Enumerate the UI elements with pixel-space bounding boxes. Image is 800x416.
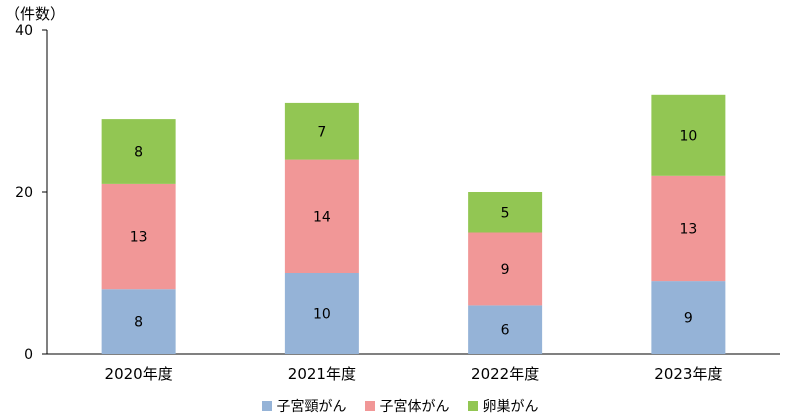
bar-segment	[284, 102, 359, 160]
bar-segment	[101, 183, 176, 290]
data-label: 14	[313, 209, 331, 225]
bar-segment	[651, 175, 726, 282]
legend-label-ovarian: 卵巣がん	[482, 399, 539, 415]
y-axis-label: （件数）	[5, 5, 66, 23]
data-label: 6	[501, 323, 510, 339]
legend-swatch-ovarian	[467, 401, 478, 411]
data-label: 13	[679, 221, 697, 237]
legend-label-uterine-body: 子宮体がん	[379, 399, 450, 415]
legend-swatch-cervical	[261, 401, 272, 411]
x-category-label: 2023年度	[654, 365, 722, 383]
data-label: 10	[679, 128, 697, 144]
x-category-label: 2021年度	[288, 365, 356, 383]
data-label: 10	[313, 307, 331, 323]
y-tick-label: 40	[15, 23, 33, 39]
legend: 子宮頸がん 子宮体がん 卵巣がん	[0, 396, 800, 416]
data-label: 5	[501, 205, 510, 221]
data-label: 9	[501, 262, 510, 278]
bar-segment	[284, 273, 359, 354]
bar-segment	[651, 94, 726, 176]
y-tick-label: 20	[15, 185, 33, 201]
bar-segment	[468, 232, 543, 306]
legend-item-cervical: 子宮頸がん	[261, 396, 347, 416]
bar-segment	[101, 119, 176, 184]
data-label: 9	[684, 311, 693, 327]
legend-label-cervical: 子宮頸がん	[276, 399, 347, 415]
data-label: 8	[134, 315, 143, 331]
x-category-label: 2022年度	[471, 365, 539, 383]
data-label: 13	[130, 230, 148, 246]
bar-segment	[284, 159, 359, 273]
bar-segment	[468, 305, 543, 354]
legend-swatch-uterine-body	[364, 401, 375, 411]
legend-item-ovarian: 卵巣がん	[467, 396, 539, 416]
bar-segment	[101, 289, 176, 354]
x-category-label: 2020年度	[105, 365, 173, 383]
bar-segment	[468, 192, 543, 233]
data-label: 8	[134, 145, 143, 161]
bar-segment	[651, 281, 726, 354]
legend-item-uterine-body: 子宮体がん	[364, 396, 450, 416]
y-tick-label: 0	[24, 347, 33, 363]
data-label: 7	[317, 124, 326, 140]
